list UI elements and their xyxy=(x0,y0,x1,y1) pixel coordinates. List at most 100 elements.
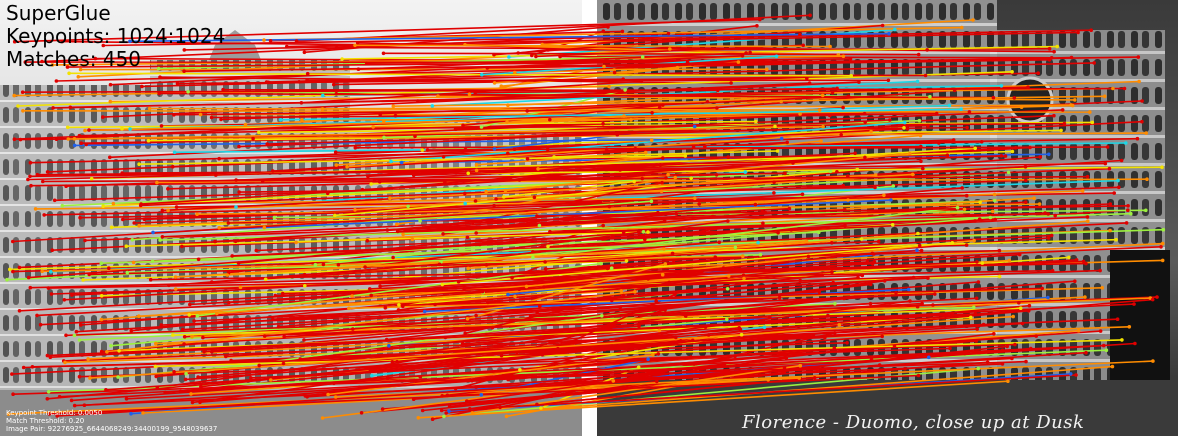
keypoint-dot xyxy=(5,277,9,282)
keypoint-dot xyxy=(599,261,603,266)
keypoint-dot xyxy=(131,260,136,265)
keypoint-dot xyxy=(974,296,979,301)
keypoint-dot xyxy=(463,331,468,336)
keypoint-dot xyxy=(610,298,614,303)
keypoint-dot xyxy=(962,207,967,212)
keypoint-dot xyxy=(260,179,265,183)
keypoint-dot xyxy=(20,90,25,94)
keypoint-dot xyxy=(976,280,981,284)
keypoint-dot xyxy=(839,133,843,137)
keypoint-dot xyxy=(739,332,744,337)
keypoint-dot xyxy=(303,284,307,288)
keypoint-dot xyxy=(437,262,442,267)
keypoint-dot xyxy=(74,329,79,334)
keypoint-dot xyxy=(721,266,726,270)
match-line xyxy=(155,339,1122,368)
keypoint-dot xyxy=(471,220,475,225)
keypoint-dot xyxy=(605,266,610,271)
keypoint-dot xyxy=(857,80,861,84)
keypoint-dot xyxy=(651,353,655,357)
keypoint-dot xyxy=(641,230,646,234)
keypoint-dot xyxy=(1026,309,1031,313)
keypoint-dot xyxy=(992,198,997,203)
match-line xyxy=(532,206,958,259)
keypoint-dot xyxy=(999,154,1004,158)
keypoint-dot xyxy=(47,412,52,416)
keypoint-dot xyxy=(17,265,22,270)
keypoint-dot xyxy=(948,346,952,351)
keypoint-dot xyxy=(460,342,465,346)
keypoint-dot xyxy=(683,314,688,318)
keypoint-dot xyxy=(601,29,606,33)
keypoint-dot xyxy=(1024,359,1028,364)
keypoint-dot xyxy=(975,260,979,264)
keypoint-dot xyxy=(355,41,360,45)
keypoint-dot xyxy=(1160,241,1165,246)
keypoint-dot xyxy=(1137,79,1141,84)
keypoint-dot xyxy=(268,39,273,43)
keypoint-dot xyxy=(802,266,807,271)
keypoint-dot xyxy=(128,127,132,131)
keypoint-dot xyxy=(1006,170,1011,175)
keypoint-dot xyxy=(83,238,87,243)
keypoint-dot xyxy=(320,107,325,111)
keypoint-dot xyxy=(156,66,161,71)
keypoint-dot xyxy=(380,407,385,411)
keypoint-dot xyxy=(863,155,867,160)
keypoint-dot xyxy=(63,360,67,365)
keypoint-dot xyxy=(1049,233,1054,238)
keypoint-dot xyxy=(416,99,420,103)
keypoint-dot xyxy=(999,84,1004,88)
keypoint-dot xyxy=(546,48,550,52)
keypoint-dot xyxy=(64,184,68,188)
keypoint-dot xyxy=(841,54,846,59)
keypoint-dot xyxy=(842,296,846,301)
keypoint-dot xyxy=(351,327,355,331)
keypoint-dot xyxy=(350,294,354,298)
keypoint-dot xyxy=(137,162,141,166)
keypoint-dot xyxy=(160,208,165,213)
keypoint-dot xyxy=(1090,120,1095,125)
keypoint-dot xyxy=(666,172,670,177)
keypoint-dot xyxy=(601,223,605,228)
keypoint-dot xyxy=(654,299,658,304)
keypoint-dot xyxy=(302,272,307,277)
keypoint-dot xyxy=(158,238,162,242)
keypoint-dot xyxy=(754,119,758,124)
keypoint-dot xyxy=(1119,158,1124,163)
keypoint-dot xyxy=(368,365,372,370)
keypoint-dot xyxy=(973,219,977,223)
keypoint-dot xyxy=(484,189,488,194)
keypoint-dot xyxy=(77,374,82,379)
keypoint-dot xyxy=(465,235,470,239)
keypoint-dot xyxy=(679,339,683,343)
match-line xyxy=(400,244,920,282)
keypoint-dot xyxy=(484,263,489,267)
keypoint-dot xyxy=(540,42,545,47)
keypoint-dot xyxy=(666,31,671,36)
match-line xyxy=(84,364,725,406)
keypoint-dot xyxy=(195,212,199,216)
match-line xyxy=(110,55,743,86)
keypoint-dot xyxy=(806,254,811,259)
keypoint-dot xyxy=(783,171,787,176)
keypoint-dot xyxy=(911,275,916,280)
match-line xyxy=(139,155,686,165)
keypoint-dot xyxy=(390,360,395,364)
keypoint-dot xyxy=(325,191,330,196)
keypoint-dot xyxy=(1080,189,1085,193)
keypoint-dot xyxy=(658,163,663,167)
keypoint-dot xyxy=(950,241,955,245)
keypoint-dot xyxy=(690,62,695,67)
keypoint-dot xyxy=(1010,356,1014,361)
keypoint-dot xyxy=(294,240,298,245)
keypoint-dot xyxy=(1129,211,1133,216)
keypoint-dot xyxy=(1012,96,1017,100)
keypoint-dot xyxy=(333,150,338,154)
keypoint-dot xyxy=(976,366,980,371)
keypoint-dot xyxy=(1028,145,1032,150)
keypoint-dot xyxy=(190,334,194,339)
keypoint-dot xyxy=(1092,61,1096,65)
keypoint-dot xyxy=(623,88,627,92)
